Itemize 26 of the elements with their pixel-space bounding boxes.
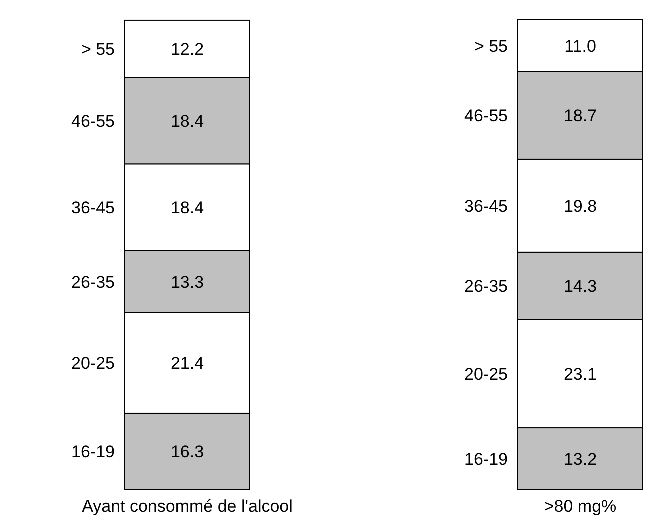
data-label: 11.0: [564, 36, 596, 56]
text: 46-55: [464, 106, 508, 126]
text: 16-19: [464, 450, 508, 470]
data-label: 18.7: [564, 106, 598, 126]
series-label: 20-25: [72, 354, 115, 374]
x-tick-label: >80 mg%: [544, 497, 617, 516]
data-label: 18.4: [170, 198, 204, 218]
data-label: 14.3: [564, 276, 598, 296]
series-label: 16-19: [72, 442, 115, 462]
data-label: 23.1: [564, 364, 598, 384]
text: 36-45: [464, 196, 508, 216]
data-label: 21.4: [170, 354, 204, 374]
series-label: 36-45: [72, 198, 115, 218]
x-tick-label: Ayant consommé de l'alcool: [82, 497, 293, 516]
text: 26-35: [464, 276, 508, 296]
series-label: 46-55: [72, 112, 115, 131]
text: > 55: [474, 36, 508, 56]
data-label: 12.2: [170, 40, 204, 60]
data-label: 18.4: [170, 112, 204, 131]
series-label: > 55: [81, 40, 115, 60]
series-label: 26-35: [72, 272, 115, 292]
data-label: 16.3: [170, 442, 204, 462]
data-label: 13.2: [564, 450, 598, 470]
data-label: 13.3: [170, 272, 204, 292]
text: 20-25: [464, 364, 508, 384]
data-label: 19.8: [564, 196, 598, 216]
